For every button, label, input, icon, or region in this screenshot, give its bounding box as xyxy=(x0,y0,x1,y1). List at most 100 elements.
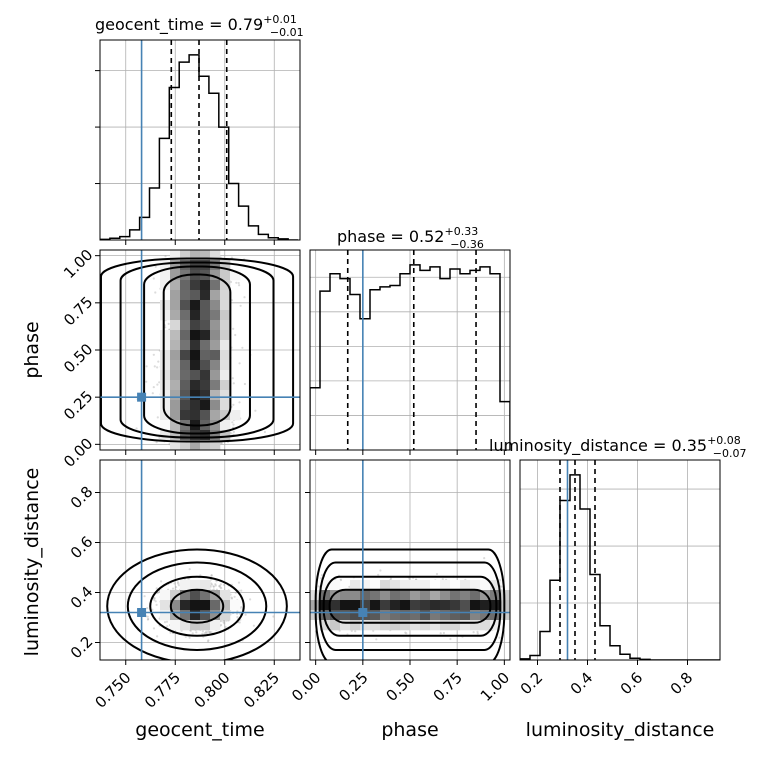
density-cell xyxy=(200,580,211,591)
density-cell xyxy=(180,610,191,621)
density-cell xyxy=(220,390,231,401)
panel-frame xyxy=(519,459,721,661)
density-cell xyxy=(200,400,211,411)
density-cell xyxy=(180,340,191,351)
scatter-point xyxy=(188,568,191,571)
scatter-point xyxy=(147,617,150,621)
density-cell xyxy=(430,590,441,601)
density-cell xyxy=(350,610,361,621)
density-cell xyxy=(220,400,231,411)
density-cell xyxy=(310,620,321,631)
density-cell xyxy=(220,310,231,321)
scatter-point xyxy=(153,597,156,600)
density-cell xyxy=(170,380,181,391)
density-cell xyxy=(160,390,171,401)
density-cell xyxy=(160,410,171,421)
density-cell xyxy=(160,360,171,371)
scatter-point xyxy=(167,322,170,325)
density-cell xyxy=(390,610,401,621)
scatter-point xyxy=(171,587,175,590)
density-cell xyxy=(340,620,351,631)
contour-level xyxy=(318,561,502,651)
density-cell xyxy=(360,600,371,611)
scatter-point xyxy=(222,620,225,623)
density-cell xyxy=(380,610,391,621)
density-cell xyxy=(200,440,211,450)
density-cell xyxy=(350,590,361,601)
x-tick-label: 0.75 xyxy=(430,669,466,705)
density-cell xyxy=(220,330,231,341)
density-cell xyxy=(180,300,191,311)
density-phase-luminosity_distance xyxy=(310,460,510,660)
density-cell xyxy=(190,620,201,631)
scatter-point xyxy=(208,631,211,634)
density-cell xyxy=(190,410,201,421)
scatter-point xyxy=(212,585,215,588)
density-cell xyxy=(170,410,181,421)
density-cell xyxy=(220,280,231,291)
density-cell xyxy=(340,590,351,601)
scatter-point xyxy=(214,583,217,586)
contour-level xyxy=(126,561,268,651)
scatter-point xyxy=(472,631,475,634)
scatter-point xyxy=(212,585,215,588)
density-cell xyxy=(190,340,201,351)
scatter-point xyxy=(201,632,204,636)
density-geocent_time-phase xyxy=(100,250,300,450)
density-cell xyxy=(220,350,231,361)
density-cell xyxy=(170,360,181,371)
density-cell xyxy=(470,620,481,631)
density-cell xyxy=(200,370,211,381)
density-cell xyxy=(160,290,171,301)
density-cell xyxy=(160,270,171,281)
scatter-point xyxy=(152,386,155,389)
scatter-point xyxy=(145,365,148,368)
density-cell xyxy=(190,600,201,611)
scatter-point xyxy=(218,584,221,588)
x-tick-label: 0.2 xyxy=(517,669,547,699)
scatter-point xyxy=(405,632,408,635)
scatter-point xyxy=(154,600,157,603)
scatter-point xyxy=(153,365,156,368)
density-cell xyxy=(320,620,331,631)
scatter-point xyxy=(156,591,159,594)
histogram-frame-phase xyxy=(309,249,511,455)
scatter-point xyxy=(230,256,233,259)
scatter-point xyxy=(379,569,382,572)
density-cell xyxy=(220,610,231,621)
density-cell xyxy=(210,280,221,291)
density-cell xyxy=(380,590,391,601)
density-cell xyxy=(230,410,241,421)
scatter-point xyxy=(207,639,210,642)
scatter-point xyxy=(339,578,343,581)
density-cell xyxy=(200,360,211,371)
scatter-point xyxy=(155,603,158,607)
scatter-point xyxy=(249,598,252,601)
contour-level xyxy=(322,575,498,637)
scatter-point xyxy=(377,573,380,576)
density-cell xyxy=(180,400,191,411)
scatter-point xyxy=(203,632,206,635)
scatter-point xyxy=(483,557,486,560)
scatter-point xyxy=(254,409,257,412)
scatter-point xyxy=(188,636,191,639)
density-cell xyxy=(220,430,231,441)
density-cell xyxy=(170,590,181,601)
scatter-point xyxy=(375,638,378,641)
density-cell xyxy=(450,580,461,591)
ylabel-phase: phase xyxy=(21,321,43,378)
density-cell xyxy=(180,430,191,441)
density-cell xyxy=(490,620,501,631)
scatter-point xyxy=(234,591,237,594)
density-cell xyxy=(430,580,441,591)
scatter-point xyxy=(404,631,407,634)
scatter-point xyxy=(210,574,213,577)
density-cell xyxy=(320,580,331,591)
scatter-point xyxy=(165,620,169,623)
scatter-point xyxy=(205,630,208,633)
density-cell xyxy=(500,620,510,631)
density-cell xyxy=(180,310,191,321)
y-tick-label: 0.4 xyxy=(67,583,97,613)
scatter-point xyxy=(244,613,247,616)
title-phase: phase = 0.52+0.33 −0.36 xyxy=(337,225,484,251)
